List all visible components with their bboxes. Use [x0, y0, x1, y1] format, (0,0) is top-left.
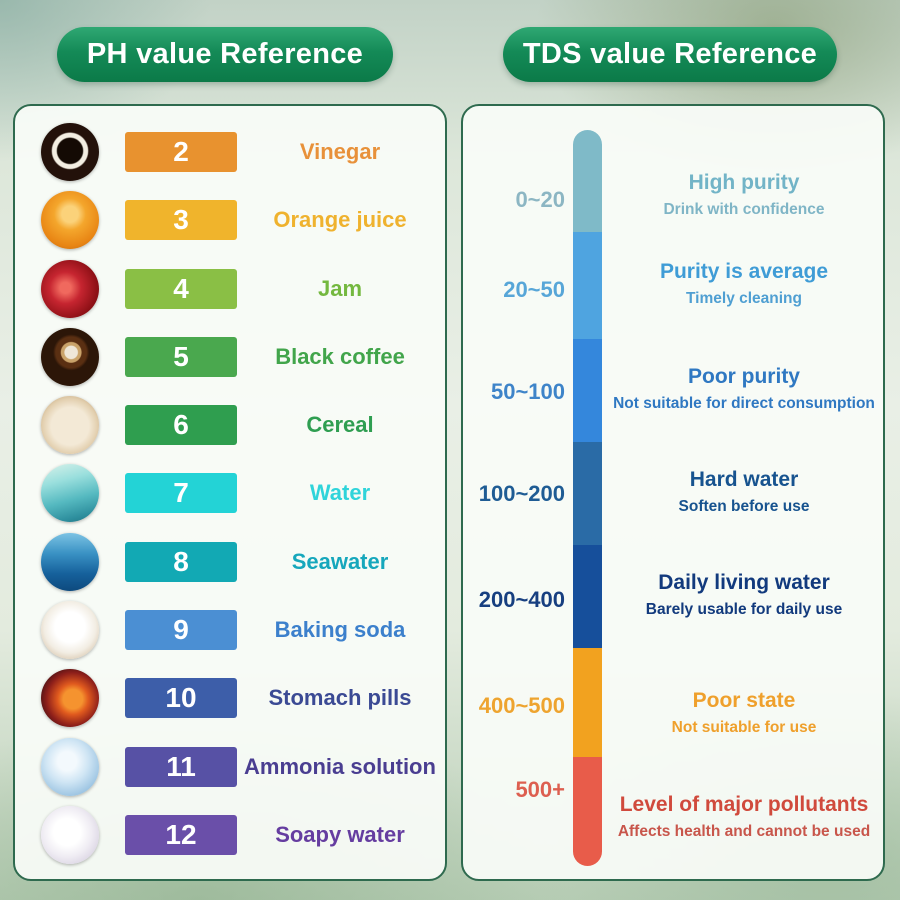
ph-row-5: 5 Black coffee	[15, 327, 445, 387]
tds-text-poor-purity: Poor purity Not suitable for direct cons…	[603, 365, 885, 413]
ph-bar-12: 12	[125, 814, 237, 855]
tds-heading: Purity is average	[659, 260, 829, 283]
tds-text-poor-state: Poor state Not suitable for use	[603, 689, 885, 737]
ph-value: 4	[173, 272, 189, 304]
tds-text-hard-water: Hard water Soften before use	[603, 468, 885, 516]
tds-segment-50-100	[573, 339, 602, 442]
tds-header-title: TDS value Reference	[522, 38, 818, 70]
ph-row-7: 7 Water	[15, 463, 445, 523]
ph-bar-11: 11	[125, 746, 237, 787]
ph-bar-6: 6	[125, 405, 237, 446]
tds-heading: Hard water	[689, 468, 799, 491]
tds-subtext: Not suitable for use	[671, 719, 817, 736]
tds-subtext: Timely cleaning	[685, 290, 802, 307]
ph-value: 7	[173, 477, 189, 509]
ph-label-ammonia-solution: Ammonia solution	[244, 753, 436, 779]
ph-bar-9: 9	[125, 609, 237, 650]
tds-segment-200-400	[573, 545, 602, 648]
ph-label-water: Water	[309, 480, 371, 506]
black-coffee-photo	[41, 327, 99, 386]
ph-value: 10	[165, 682, 197, 714]
ph-header-title: PH value Reference	[86, 38, 364, 70]
tds-heading: Poor state	[692, 689, 796, 712]
ph-label-baking-soda: Baking soda	[274, 616, 406, 642]
ph-value: 12	[165, 818, 197, 850]
tds-range-0-20: 0~20	[515, 187, 565, 212]
tds-range-20-50: 20~50	[503, 277, 565, 302]
ph-bar-2: 2	[125, 132, 237, 173]
tds-text-major-pollutants: Level of major pollutants Affects health…	[603, 793, 885, 841]
ph-value: 5	[173, 340, 189, 372]
ph-value: 8	[173, 545, 189, 577]
ph-label-seawater: Seawater	[291, 548, 389, 574]
tds-range-200-400: 200~400	[478, 587, 565, 612]
seawater-photo	[41, 532, 99, 591]
tds-subtext: Affects health and cannot be used	[617, 823, 871, 840]
soapy-water-photo	[41, 805, 99, 864]
ph-row-2: 2 Vinegar	[15, 122, 445, 182]
ph-bar-8: 8	[125, 541, 237, 582]
ph-label-orange-juice: Orange juice	[273, 207, 407, 233]
waterfall-photo	[41, 464, 99, 523]
ph-row-11: 11 Ammonia solution	[15, 737, 445, 797]
ph-value: 3	[173, 204, 189, 236]
ph-label-stomach-pills: Stomach pills	[268, 685, 412, 711]
tds-heading: Poor purity	[687, 365, 800, 388]
ph-bar-4: 4	[125, 268, 237, 309]
ph-value: 9	[173, 613, 189, 645]
jam-photo	[41, 259, 99, 318]
ph-bar-3: 3	[125, 200, 237, 241]
ph-row-8: 8 Seawater	[15, 532, 445, 592]
tds-range-100-200: 100~200	[478, 481, 565, 506]
cereal-photo	[41, 396, 99, 455]
tds-range-400-500: 400~500	[478, 693, 565, 718]
stomach-pills-photo	[41, 669, 99, 728]
ph-value: 11	[166, 750, 196, 782]
orange-juice-photo	[41, 191, 99, 250]
ph-label-black-coffee: Black coffee	[275, 343, 405, 369]
tds-segment-100-200	[573, 442, 602, 545]
ph-label-soapy-water: Soapy water	[275, 821, 405, 847]
ph-row-3: 3 Orange juice	[15, 190, 445, 250]
ph-value: 6	[173, 409, 189, 441]
tds-range-50-100: 50~100	[490, 379, 565, 404]
tds-subtext: Soften before use	[678, 498, 810, 515]
tds-text-average-purity: Purity is average Timely cleaning	[603, 260, 885, 308]
tds-scale-bar	[573, 130, 602, 866]
ph-row-12: 12 Soapy water	[15, 805, 445, 865]
tds-header-pill: TDS value Reference	[503, 27, 837, 82]
ph-row-4: 4 Jam	[15, 259, 445, 319]
ph-row-9: 9 Baking soda	[15, 600, 445, 660]
ph-bar-5: 5	[125, 336, 237, 377]
tds-text-daily-living-water: Daily living water Barely usable for dai…	[603, 571, 885, 619]
ph-bar-7: 7	[125, 473, 237, 514]
ph-label-cereal: Cereal	[306, 412, 374, 438]
tds-subtext: Not suitable for direct consumption	[613, 395, 875, 412]
tds-text-high-purity: High purity Drink with confidence	[603, 171, 885, 219]
ammonia-solution-photo	[41, 737, 99, 796]
vinegar-photo	[41, 123, 99, 182]
tds-segment-500plus	[573, 757, 602, 866]
tds-heading: High purity	[688, 171, 800, 194]
tds-subtext: Drink with confidence	[663, 201, 825, 218]
ph-panel: 2 Vinegar 3 Orange juice 4 Jam 5 Black c…	[13, 104, 447, 881]
tds-segment-0-20	[573, 130, 602, 232]
baking-soda-photo	[41, 600, 99, 659]
ph-row-10: 10 Stomach pills	[15, 668, 445, 728]
ph-value: 2	[173, 136, 189, 168]
ph-header-pill: PH value Reference	[57, 27, 393, 82]
tds-segment-400-500	[573, 648, 602, 757]
ph-bar-10: 10	[125, 678, 237, 719]
tds-panel: 0~20 20~50 50~100 100~200 200~400 400~50…	[461, 104, 885, 881]
tds-heading: Level of major pollutants	[619, 793, 869, 816]
tds-heading: Daily living water	[658, 571, 830, 594]
ph-row-6: 6 Cereal	[15, 395, 445, 455]
ph-label-jam: Jam	[317, 275, 363, 301]
tds-subtext: Barely usable for daily use	[645, 601, 843, 618]
tds-range-500plus: 500+	[515, 777, 565, 802]
ph-label-vinegar: Vinegar	[299, 139, 381, 165]
tds-segment-20-50	[573, 232, 602, 339]
